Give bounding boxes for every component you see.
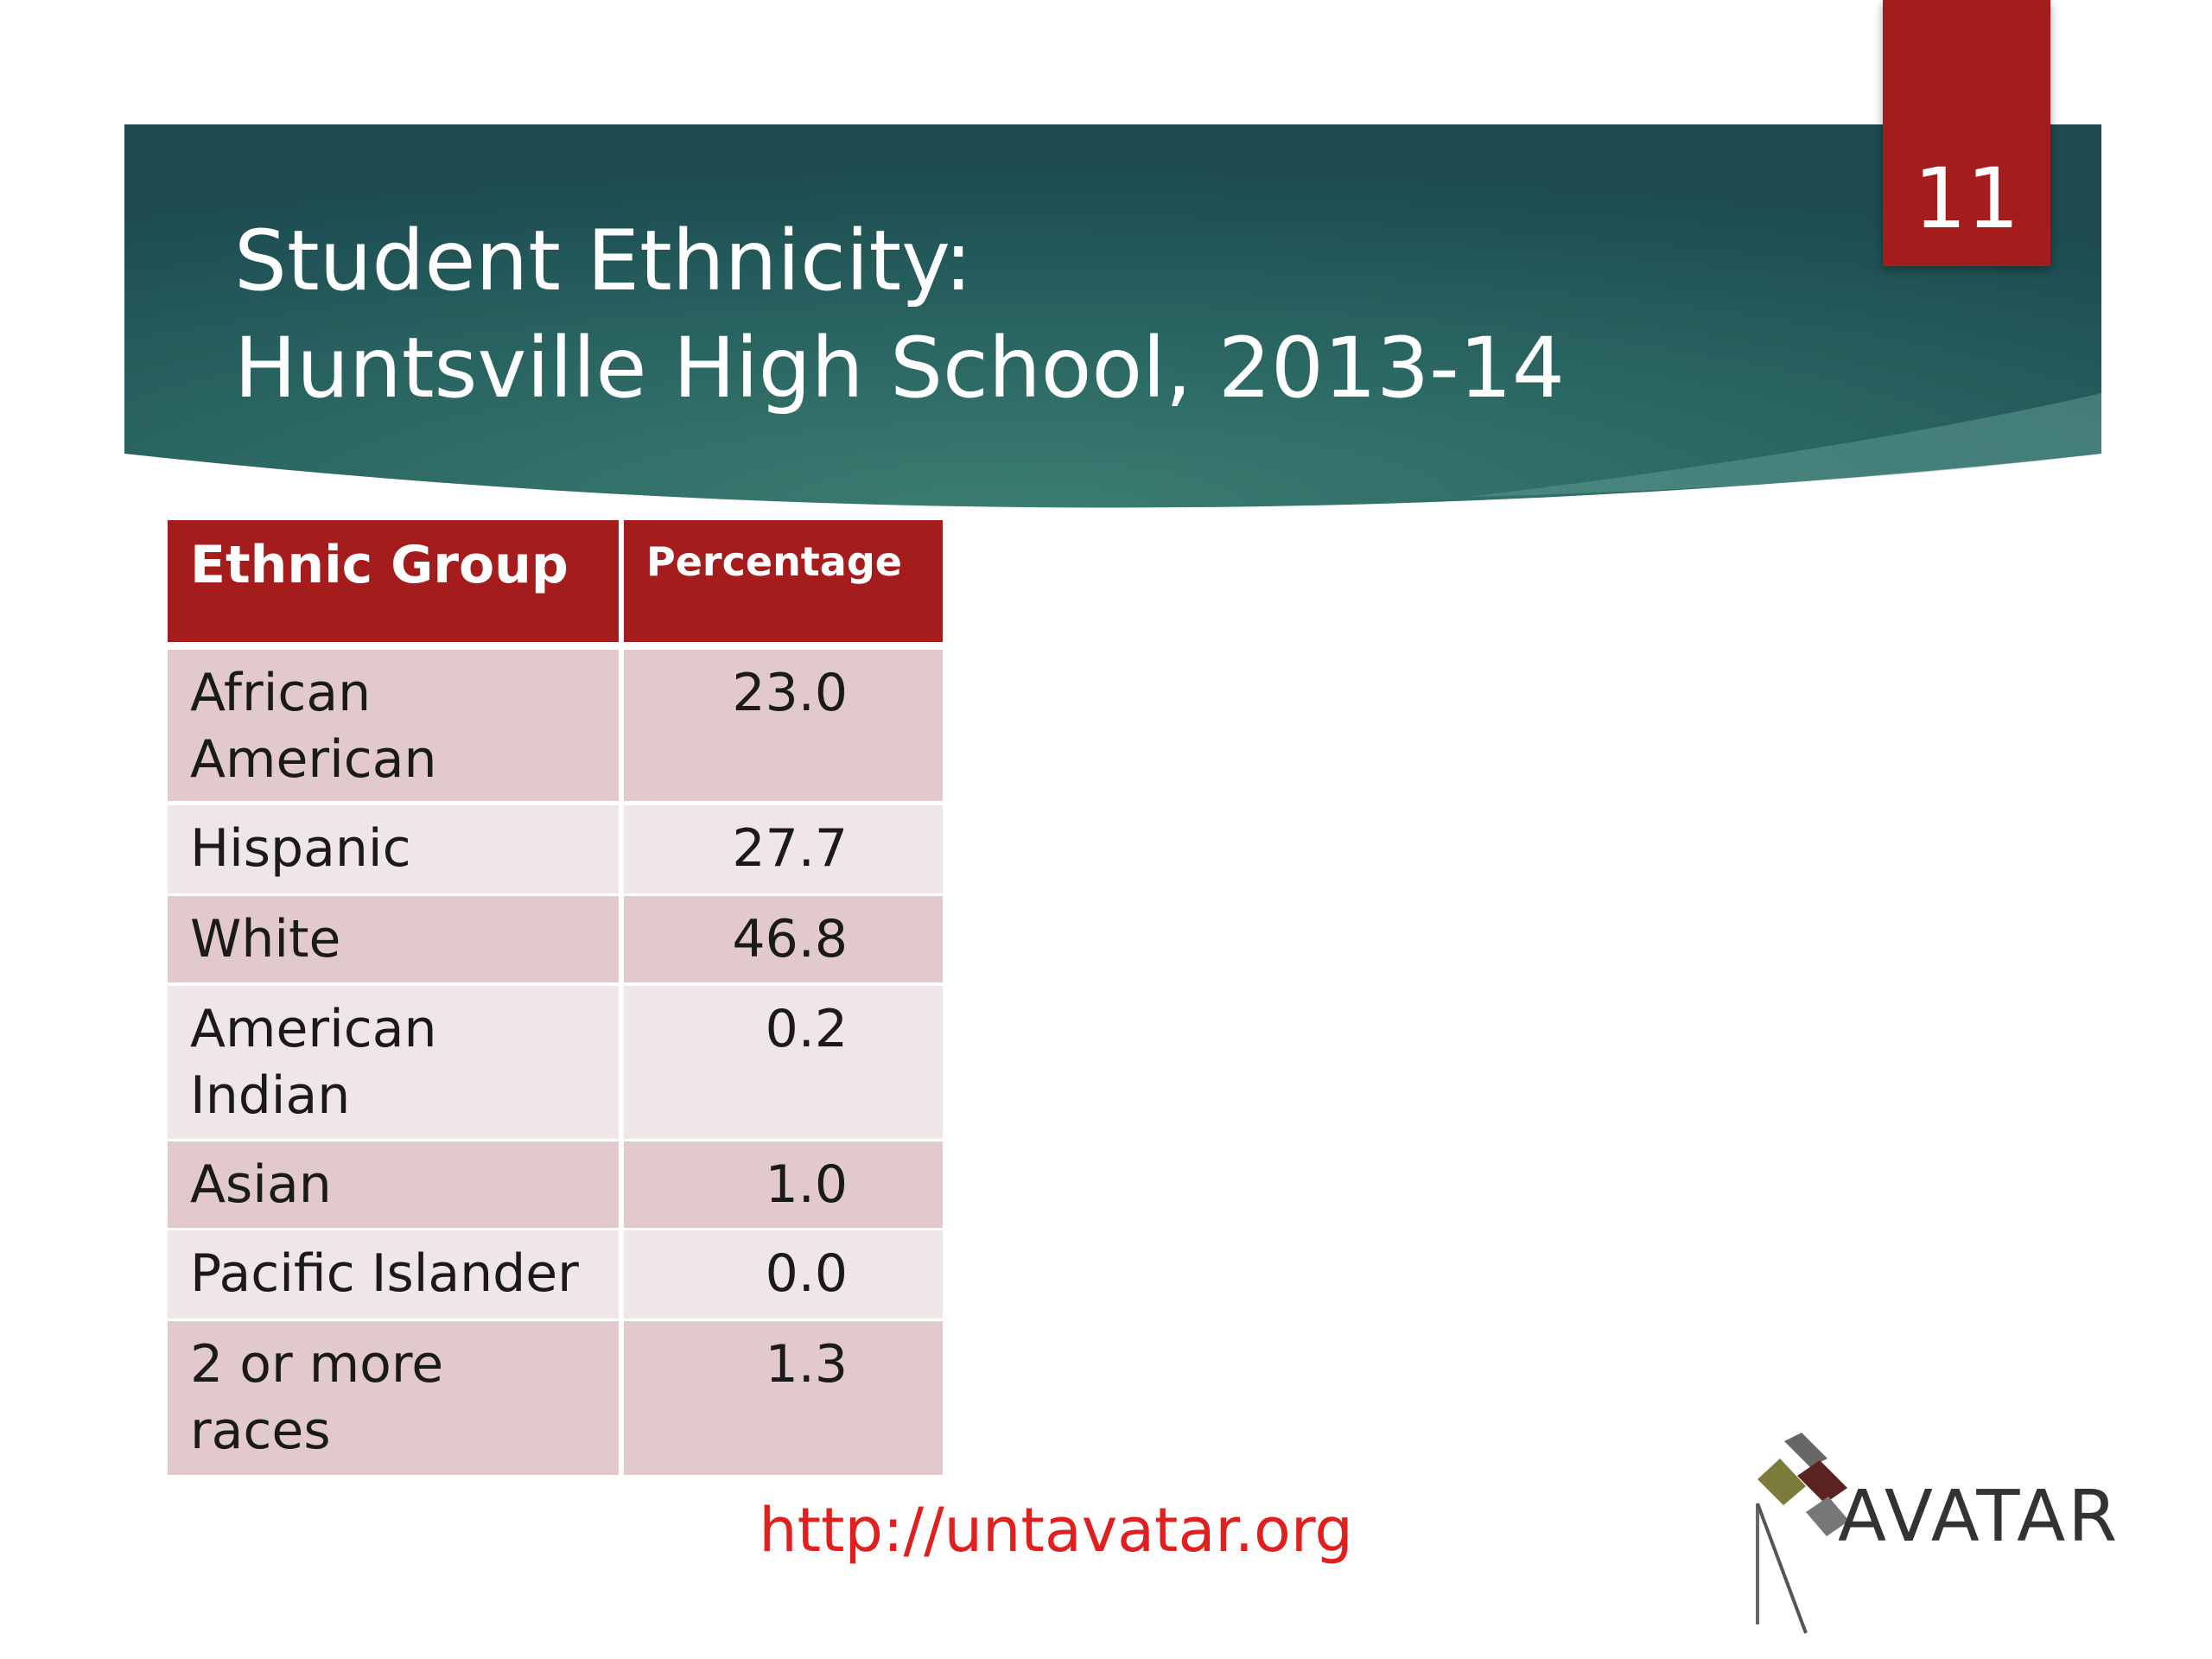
cell-text: Hispanic xyxy=(190,818,411,879)
logo-mark xyxy=(1756,1433,1849,1634)
header-cell: Ethnic Group xyxy=(168,520,619,642)
cell-text: White xyxy=(190,909,341,969)
cell-text: 23.0 xyxy=(732,663,848,723)
cell-text: 0.0 xyxy=(765,1243,848,1304)
url: http://untavatar.org xyxy=(759,1495,1353,1566)
title-line: Huntsville High School, 2013-14 xyxy=(234,320,1565,416)
table-cell: American Indian xyxy=(168,986,619,1139)
cell-text: 2 or more xyxy=(190,1334,444,1395)
banner xyxy=(124,124,2101,508)
banner-sweep xyxy=(1469,393,2101,497)
header-cell: Percentage xyxy=(624,520,943,642)
slide-number: 11 xyxy=(1913,150,2020,247)
title: Student Ethnicity: Huntsville High Schoo… xyxy=(234,207,1565,422)
table-cell: Pacific Islander xyxy=(168,1230,619,1319)
cell-text: 1.0 xyxy=(765,1154,848,1215)
cell-text: 1.3 xyxy=(765,1334,848,1395)
table-cell: Hispanic xyxy=(168,805,619,893)
logo-text: AVATAR xyxy=(1838,1476,2120,1558)
title-line: Student Ethnicity: xyxy=(234,213,973,309)
header-text: Ethnic Group xyxy=(190,535,569,595)
table-cell: White xyxy=(168,896,619,982)
cell-text: Asian xyxy=(190,1154,332,1215)
table-cell: 1.3 xyxy=(624,1321,943,1475)
cell-text: Indian xyxy=(190,1065,351,1126)
table-cell: 27.7 xyxy=(624,805,943,893)
table-cell: 2 or more races xyxy=(168,1321,619,1475)
cell-text: American xyxy=(190,999,437,1059)
slide-number-box: 11 xyxy=(1883,0,2050,266)
table-cell: 23.0 xyxy=(624,650,943,801)
cell-text: American xyxy=(190,729,437,790)
cell-text: Pacific Islander xyxy=(190,1243,579,1304)
cell-text: 0.2 xyxy=(765,999,848,1059)
table-cell: 1.0 xyxy=(624,1141,943,1228)
cell-text: African xyxy=(190,663,372,723)
table-cell: 0.2 xyxy=(624,986,943,1139)
header-text: Percentage xyxy=(646,538,902,585)
cell-text: 27.7 xyxy=(732,818,848,879)
cell-text: races xyxy=(190,1401,331,1461)
table-cell: Asian xyxy=(168,1141,619,1228)
table-cell: 0.0 xyxy=(624,1230,943,1319)
table-cell: 46.8 xyxy=(624,896,943,982)
table-cell: African American xyxy=(168,650,619,801)
cell-text: 46.8 xyxy=(732,909,848,969)
